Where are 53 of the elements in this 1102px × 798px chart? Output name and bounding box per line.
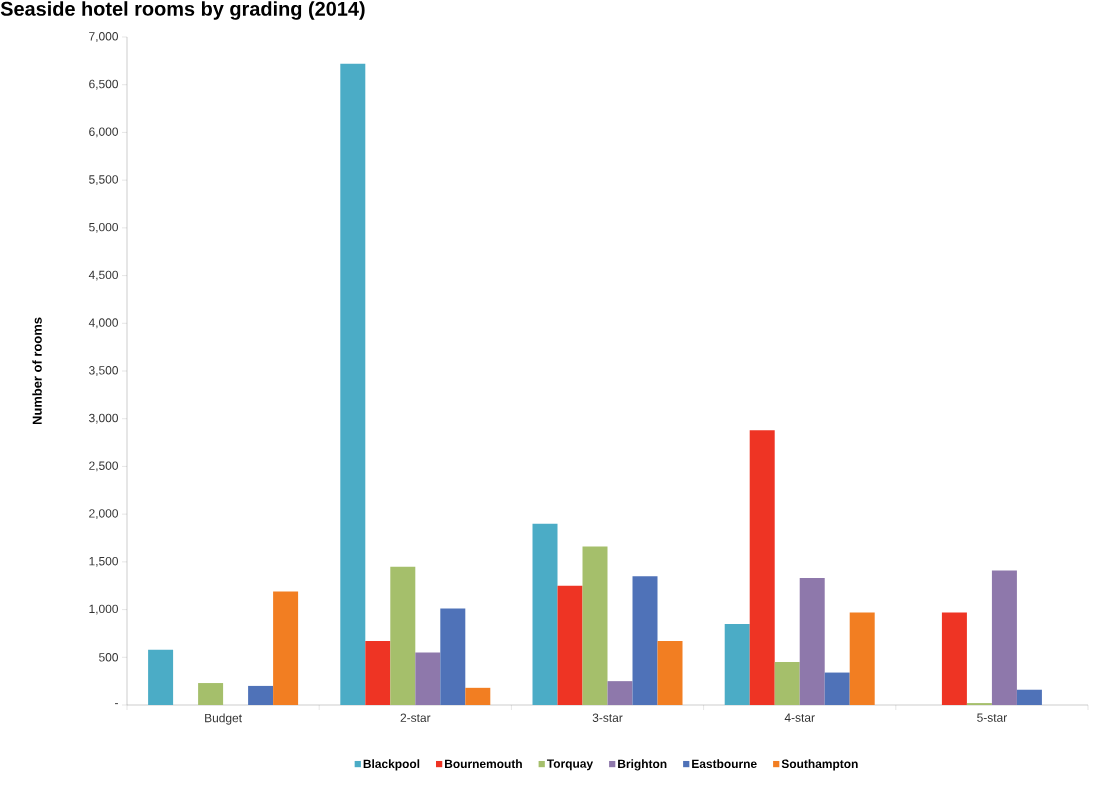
x-tick-label: 5-star — [977, 713, 1007, 722]
bar — [365, 641, 391, 705]
y-tick-label: 2,000 — [89, 509, 119, 520]
x-tick-label: Budget — [205, 713, 242, 725]
x-tick-label: 2-star — [400, 713, 431, 722]
y-tick-label: 2,500 — [89, 461, 119, 472]
y-axis-title: Number of rooms — [32, 317, 42, 425]
bar — [632, 576, 658, 705]
y-tick-label: 1,000 — [89, 604, 119, 615]
bar — [148, 649, 174, 705]
y-tick-label: 3,000 — [89, 413, 119, 424]
bar — [607, 681, 633, 705]
bar — [340, 63, 366, 705]
x-tick-label: 4-star — [784, 713, 815, 722]
bar — [273, 591, 299, 705]
y-tick-label: 4,000 — [88, 318, 119, 329]
bar — [824, 672, 850, 705]
bar — [991, 570, 1017, 705]
y-tick-label: 6,500 — [89, 79, 119, 90]
bar — [440, 608, 466, 705]
bar — [415, 652, 441, 705]
legend-label: Eastbourne — [692, 759, 757, 769]
chart-title: Seaside hotel rooms by grading (2014) — [0, 1, 365, 20]
y-tick-label: 5,500 — [89, 175, 119, 186]
y-tick-label: 500 — [99, 653, 119, 662]
y-tick-label: 3,500 — [89, 366, 119, 376]
bar — [198, 683, 224, 705]
bar — [465, 687, 491, 705]
bar — [724, 623, 750, 705]
bar — [799, 578, 825, 705]
y-tick-label: 6,000 — [89, 127, 119, 138]
bar — [774, 662, 800, 705]
legend-label: Blackpool — [363, 759, 420, 771]
bar — [582, 546, 608, 705]
bar — [941, 612, 967, 705]
y-tick-label: - — [115, 703, 118, 705]
bar — [657, 641, 683, 705]
x-tick-label: 3-star — [592, 713, 623, 722]
legend-label: Bournemouth — [445, 759, 522, 769]
bar — [390, 566, 416, 705]
legend-label: Southampton — [781, 759, 858, 771]
bar — [749, 430, 775, 705]
bar — [849, 612, 875, 705]
y-tick-label: 7,000 — [89, 32, 119, 42]
y-tick-label: 4,500 — [88, 270, 119, 281]
legend-label: Torquay — [546, 759, 594, 771]
y-tick-label: 1,500 — [89, 556, 119, 567]
bar — [532, 523, 558, 705]
bar — [248, 685, 274, 705]
y-tick-label: 5,000 — [89, 222, 119, 233]
bar — [557, 585, 583, 705]
bar — [1016, 689, 1042, 705]
legend-label: Brighton — [618, 759, 667, 771]
